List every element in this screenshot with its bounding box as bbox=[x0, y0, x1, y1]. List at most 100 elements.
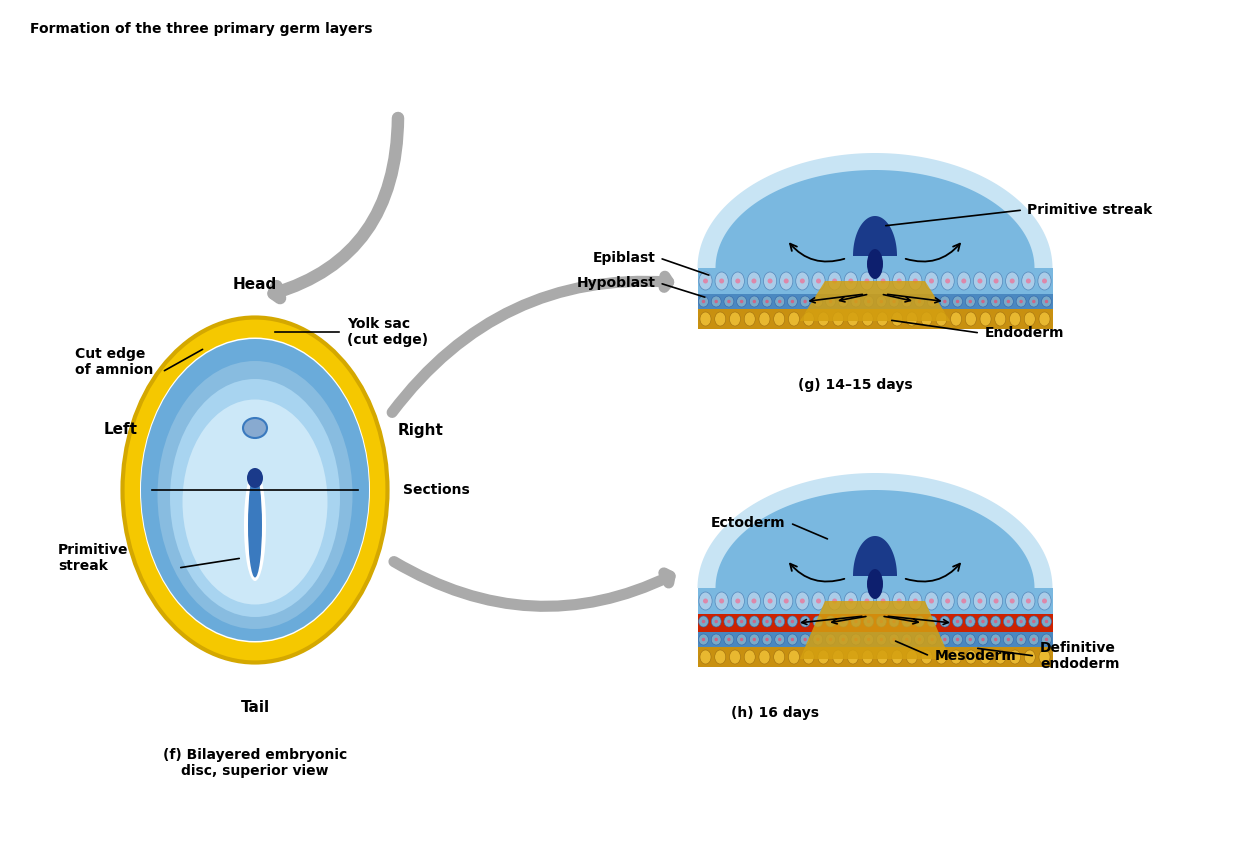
Ellipse shape bbox=[768, 598, 773, 604]
Ellipse shape bbox=[1022, 592, 1035, 610]
Ellipse shape bbox=[902, 634, 912, 645]
Ellipse shape bbox=[851, 616, 861, 627]
Ellipse shape bbox=[877, 634, 887, 645]
Ellipse shape bbox=[724, 616, 734, 627]
Ellipse shape bbox=[700, 650, 710, 664]
Ellipse shape bbox=[861, 272, 873, 290]
Text: Right: Right bbox=[397, 423, 443, 437]
Ellipse shape bbox=[828, 592, 841, 610]
Text: Yolk sac
(cut edge): Yolk sac (cut edge) bbox=[347, 317, 428, 347]
Ellipse shape bbox=[950, 312, 961, 326]
Ellipse shape bbox=[1045, 620, 1048, 624]
Ellipse shape bbox=[765, 620, 769, 624]
Ellipse shape bbox=[727, 637, 730, 641]
Ellipse shape bbox=[862, 312, 873, 326]
Polygon shape bbox=[698, 153, 1052, 268]
Ellipse shape bbox=[740, 620, 744, 624]
Ellipse shape bbox=[848, 279, 853, 283]
Ellipse shape bbox=[140, 338, 370, 643]
Ellipse shape bbox=[842, 620, 845, 624]
Ellipse shape bbox=[943, 300, 946, 303]
Ellipse shape bbox=[914, 296, 924, 307]
Ellipse shape bbox=[1020, 620, 1023, 624]
Ellipse shape bbox=[969, 620, 972, 624]
Ellipse shape bbox=[796, 272, 809, 290]
Ellipse shape bbox=[889, 634, 899, 645]
Ellipse shape bbox=[981, 637, 985, 641]
Ellipse shape bbox=[828, 637, 832, 641]
Ellipse shape bbox=[700, 312, 710, 326]
Ellipse shape bbox=[719, 598, 724, 604]
Ellipse shape bbox=[765, 637, 769, 641]
Ellipse shape bbox=[941, 272, 954, 290]
Ellipse shape bbox=[832, 650, 843, 664]
Ellipse shape bbox=[712, 634, 722, 645]
Ellipse shape bbox=[732, 272, 744, 290]
Ellipse shape bbox=[748, 272, 760, 290]
Ellipse shape bbox=[727, 620, 730, 624]
Ellipse shape bbox=[977, 598, 982, 604]
Ellipse shape bbox=[929, 598, 934, 604]
Polygon shape bbox=[853, 536, 897, 576]
Ellipse shape bbox=[974, 272, 986, 290]
Ellipse shape bbox=[804, 300, 807, 303]
Ellipse shape bbox=[990, 592, 1002, 610]
Bar bbox=[698, 588, 1052, 614]
Ellipse shape bbox=[714, 650, 725, 664]
Ellipse shape bbox=[838, 616, 848, 627]
Ellipse shape bbox=[991, 296, 1001, 307]
Ellipse shape bbox=[918, 300, 922, 303]
Ellipse shape bbox=[980, 312, 991, 326]
Ellipse shape bbox=[780, 272, 792, 290]
Polygon shape bbox=[800, 601, 950, 659]
Ellipse shape bbox=[804, 637, 807, 641]
Ellipse shape bbox=[879, 637, 883, 641]
Ellipse shape bbox=[995, 312, 1006, 326]
Ellipse shape bbox=[889, 616, 899, 627]
Ellipse shape bbox=[699, 592, 712, 610]
Ellipse shape bbox=[812, 616, 822, 627]
Text: Endoderm: Endoderm bbox=[985, 326, 1064, 340]
Ellipse shape bbox=[928, 296, 938, 307]
Ellipse shape bbox=[800, 598, 805, 604]
Ellipse shape bbox=[994, 279, 999, 283]
Ellipse shape bbox=[1038, 272, 1051, 290]
Ellipse shape bbox=[1042, 279, 1047, 283]
Ellipse shape bbox=[749, 616, 759, 627]
Ellipse shape bbox=[712, 296, 722, 307]
Ellipse shape bbox=[170, 379, 340, 617]
Ellipse shape bbox=[775, 616, 785, 627]
Ellipse shape bbox=[703, 598, 708, 604]
Ellipse shape bbox=[943, 620, 946, 624]
Ellipse shape bbox=[714, 300, 718, 303]
Ellipse shape bbox=[862, 650, 873, 664]
Ellipse shape bbox=[909, 272, 922, 290]
Ellipse shape bbox=[930, 300, 934, 303]
Ellipse shape bbox=[812, 272, 825, 290]
Ellipse shape bbox=[930, 620, 934, 624]
Ellipse shape bbox=[751, 598, 756, 604]
Ellipse shape bbox=[791, 300, 794, 303]
Ellipse shape bbox=[764, 592, 776, 610]
Ellipse shape bbox=[816, 620, 820, 624]
Ellipse shape bbox=[861, 592, 873, 610]
Ellipse shape bbox=[715, 592, 728, 610]
Ellipse shape bbox=[714, 637, 718, 641]
Ellipse shape bbox=[918, 620, 922, 624]
Ellipse shape bbox=[958, 592, 970, 610]
Ellipse shape bbox=[702, 300, 705, 303]
Ellipse shape bbox=[877, 592, 889, 610]
Ellipse shape bbox=[965, 650, 976, 664]
Ellipse shape bbox=[842, 637, 845, 641]
Ellipse shape bbox=[818, 650, 828, 664]
Ellipse shape bbox=[787, 296, 797, 307]
Ellipse shape bbox=[763, 296, 773, 307]
Ellipse shape bbox=[950, 650, 961, 664]
Ellipse shape bbox=[826, 616, 836, 627]
Ellipse shape bbox=[1042, 598, 1047, 604]
Ellipse shape bbox=[914, 616, 924, 627]
Ellipse shape bbox=[763, 634, 773, 645]
Ellipse shape bbox=[826, 634, 836, 645]
Ellipse shape bbox=[1020, 637, 1023, 641]
Ellipse shape bbox=[714, 312, 725, 326]
